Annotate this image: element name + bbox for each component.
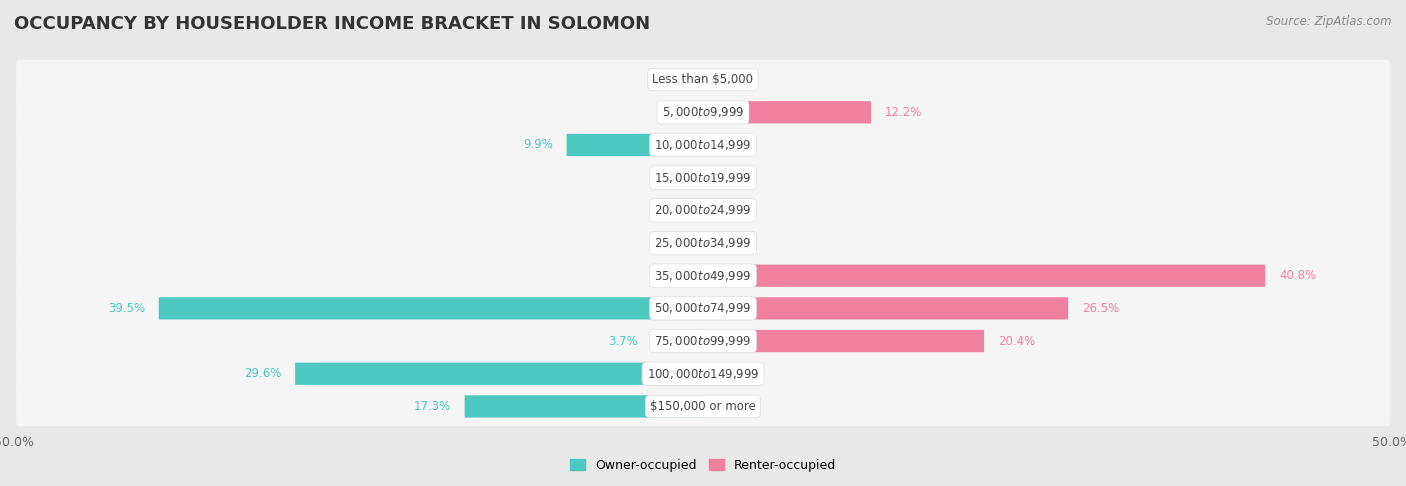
Text: $150,000 or more: $150,000 or more [650, 400, 756, 413]
FancyBboxPatch shape [652, 330, 703, 352]
Text: 0.0%: 0.0% [659, 73, 689, 86]
FancyBboxPatch shape [15, 386, 1391, 426]
Text: 0.0%: 0.0% [717, 400, 747, 413]
FancyBboxPatch shape [15, 92, 1391, 132]
Text: $50,000 to $74,999: $50,000 to $74,999 [654, 301, 752, 315]
FancyBboxPatch shape [15, 354, 1391, 394]
Text: 0.0%: 0.0% [659, 204, 689, 217]
Text: Source: ZipAtlas.com: Source: ZipAtlas.com [1267, 15, 1392, 28]
Text: 17.3%: 17.3% [413, 400, 451, 413]
Text: 26.5%: 26.5% [1083, 302, 1119, 315]
Text: $100,000 to $149,999: $100,000 to $149,999 [647, 367, 759, 381]
Text: 0.0%: 0.0% [717, 204, 747, 217]
FancyBboxPatch shape [15, 288, 1391, 329]
Text: 0.0%: 0.0% [717, 367, 747, 380]
FancyBboxPatch shape [15, 321, 1391, 361]
Text: $35,000 to $49,999: $35,000 to $49,999 [654, 269, 752, 283]
FancyBboxPatch shape [159, 297, 703, 319]
Text: 39.5%: 39.5% [108, 302, 145, 315]
FancyBboxPatch shape [15, 256, 1391, 295]
FancyBboxPatch shape [567, 134, 703, 156]
Text: 0.0%: 0.0% [717, 237, 747, 249]
Text: 0.0%: 0.0% [717, 139, 747, 152]
Text: $15,000 to $19,999: $15,000 to $19,999 [654, 171, 752, 185]
FancyBboxPatch shape [15, 60, 1391, 100]
Text: $75,000 to $99,999: $75,000 to $99,999 [654, 334, 752, 348]
FancyBboxPatch shape [703, 330, 984, 352]
Text: 0.0%: 0.0% [717, 171, 747, 184]
Text: OCCUPANCY BY HOUSEHOLDER INCOME BRACKET IN SOLOMON: OCCUPANCY BY HOUSEHOLDER INCOME BRACKET … [14, 15, 650, 33]
Text: Less than $5,000: Less than $5,000 [652, 73, 754, 86]
Text: 0.0%: 0.0% [659, 269, 689, 282]
Text: 9.9%: 9.9% [523, 139, 553, 152]
FancyBboxPatch shape [464, 395, 703, 417]
Legend: Owner-occupied, Renter-occupied: Owner-occupied, Renter-occupied [565, 454, 841, 477]
Text: 29.6%: 29.6% [245, 367, 281, 380]
FancyBboxPatch shape [15, 125, 1391, 165]
Text: $10,000 to $14,999: $10,000 to $14,999 [654, 138, 752, 152]
FancyBboxPatch shape [703, 297, 1069, 319]
Text: 0.0%: 0.0% [659, 171, 689, 184]
Text: 3.7%: 3.7% [609, 334, 638, 347]
Text: 20.4%: 20.4% [998, 334, 1035, 347]
Text: 40.8%: 40.8% [1279, 269, 1316, 282]
Text: 12.2%: 12.2% [884, 106, 922, 119]
Text: $5,000 to $9,999: $5,000 to $9,999 [662, 105, 744, 119]
Text: $25,000 to $34,999: $25,000 to $34,999 [654, 236, 752, 250]
FancyBboxPatch shape [295, 363, 703, 385]
Text: 0.0%: 0.0% [659, 237, 689, 249]
Text: $20,000 to $24,999: $20,000 to $24,999 [654, 203, 752, 217]
Text: 0.0%: 0.0% [717, 73, 747, 86]
FancyBboxPatch shape [703, 101, 872, 123]
FancyBboxPatch shape [15, 191, 1391, 230]
FancyBboxPatch shape [703, 264, 1265, 287]
Text: 0.0%: 0.0% [659, 106, 689, 119]
FancyBboxPatch shape [15, 223, 1391, 263]
FancyBboxPatch shape [15, 157, 1391, 198]
